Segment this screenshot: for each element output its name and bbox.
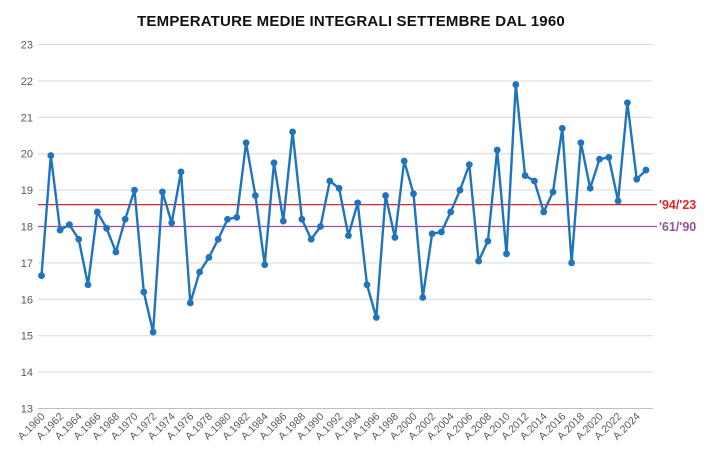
data-point-marker: [642, 166, 650, 174]
y-axis-tick-label: 16: [21, 294, 33, 306]
data-point-marker: [205, 254, 213, 261]
data-point-marker: [186, 299, 194, 307]
temperature-series-line: [40, 83, 648, 334]
data-point-marker: [410, 190, 417, 198]
data-point-marker: [242, 139, 250, 147]
data-point-marker: [177, 168, 185, 176]
y-axis-tick-label: 22: [21, 76, 33, 88]
y-axis-tick-label: 23: [21, 40, 33, 52]
data-point-marker: [270, 159, 278, 167]
data-point-marker: [47, 152, 55, 159]
data-point-marker: [335, 184, 343, 192]
data-point-marker: [307, 235, 315, 243]
data-point-marker: [475, 257, 482, 265]
y-axis-tick-label: 13: [21, 404, 33, 416]
data-point-marker: [512, 81, 520, 88]
data-point-marker: [289, 128, 296, 136]
data-point-marker: [38, 272, 45, 280]
reference-line-label: '94/'23: [659, 198, 696, 212]
y-axis-tick-label: 20: [21, 149, 33, 161]
y-axis-tick-label: 21: [21, 112, 33, 124]
data-point-marker: [419, 294, 427, 301]
chart-title: TEMPERATURE MEDIE INTEGRALI SETTEMBRE DA…: [137, 13, 565, 30]
data-point-marker: [103, 224, 110, 232]
data-point-marker: [252, 192, 259, 199]
data-point-marker: [75, 235, 83, 243]
data-point-marker: [168, 219, 176, 227]
data-point-marker: [558, 124, 566, 132]
data-point-marker: [261, 261, 269, 269]
data-point-marker: [438, 228, 445, 236]
data-point-marker: [298, 215, 306, 223]
data-point-marker: [112, 248, 120, 256]
data-point-marker: [345, 232, 352, 240]
data-point-marker: [93, 208, 101, 216]
data-point-marker: [326, 177, 334, 185]
data-point-marker: [540, 208, 548, 216]
data-point-marker: [605, 153, 613, 161]
data-point-marker: [521, 172, 529, 179]
data-point-marker: [577, 139, 585, 147]
data-point-marker: [624, 99, 631, 107]
data-point-marker: [317, 223, 324, 230]
data-point-marker: [363, 281, 371, 289]
data-point-marker: [568, 259, 575, 267]
data-point-marker: [391, 234, 399, 241]
data-point-marker: [354, 199, 362, 207]
data-point-marker: [614, 197, 622, 205]
data-point-marker: [196, 268, 204, 276]
y-axis-tick-label: 17: [21, 258, 33, 270]
data-point-marker: [279, 217, 287, 225]
data-point-marker: [224, 215, 231, 223]
data-point-marker: [84, 281, 92, 289]
reference-line-label: '61/'90: [659, 220, 696, 234]
data-point-marker: [121, 215, 129, 223]
data-point-marker: [214, 235, 222, 243]
data-point-marker: [372, 314, 380, 321]
data-point-marker: [131, 186, 138, 194]
data-point-marker: [549, 188, 557, 196]
data-point-marker: [56, 226, 64, 234]
data-point-marker: [531, 177, 538, 185]
y-axis-tick-label: 18: [21, 222, 33, 234]
data-point-marker: [428, 230, 436, 238]
y-axis-tick-label: 19: [21, 185, 33, 197]
data-point-marker: [493, 146, 501, 154]
data-point-marker: [66, 221, 73, 229]
data-point-marker: [382, 192, 389, 199]
data-point-marker: [503, 250, 510, 258]
data-point-marker: [465, 161, 473, 169]
data-point-marker: [633, 175, 641, 183]
data-point-marker: [149, 328, 157, 336]
data-point-marker: [484, 237, 492, 245]
data-point-marker: [447, 208, 455, 216]
y-axis-tick-label: 15: [21, 331, 33, 343]
data-point-marker: [586, 184, 594, 192]
data-point-marker: [140, 288, 148, 296]
data-point-marker: [456, 186, 464, 194]
y-axis-tick-label: 14: [21, 367, 33, 379]
data-point-marker: [400, 157, 408, 165]
data-point-marker: [159, 188, 166, 196]
data-point-marker: [596, 155, 603, 163]
data-point-marker: [233, 214, 241, 221]
